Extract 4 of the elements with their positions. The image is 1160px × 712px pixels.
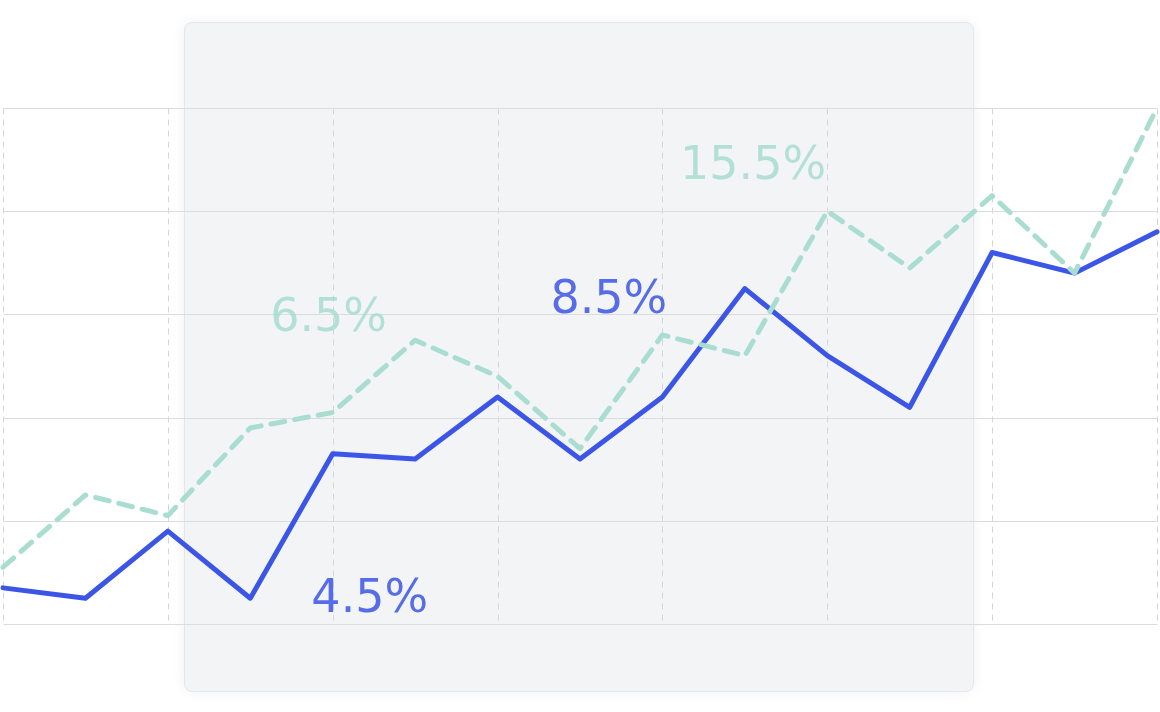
annotation: 4.5%: [311, 569, 429, 624]
annotation: 15.5%: [680, 135, 827, 190]
annotation: 6.5%: [270, 287, 388, 342]
annotation: 8.5%: [550, 269, 668, 324]
